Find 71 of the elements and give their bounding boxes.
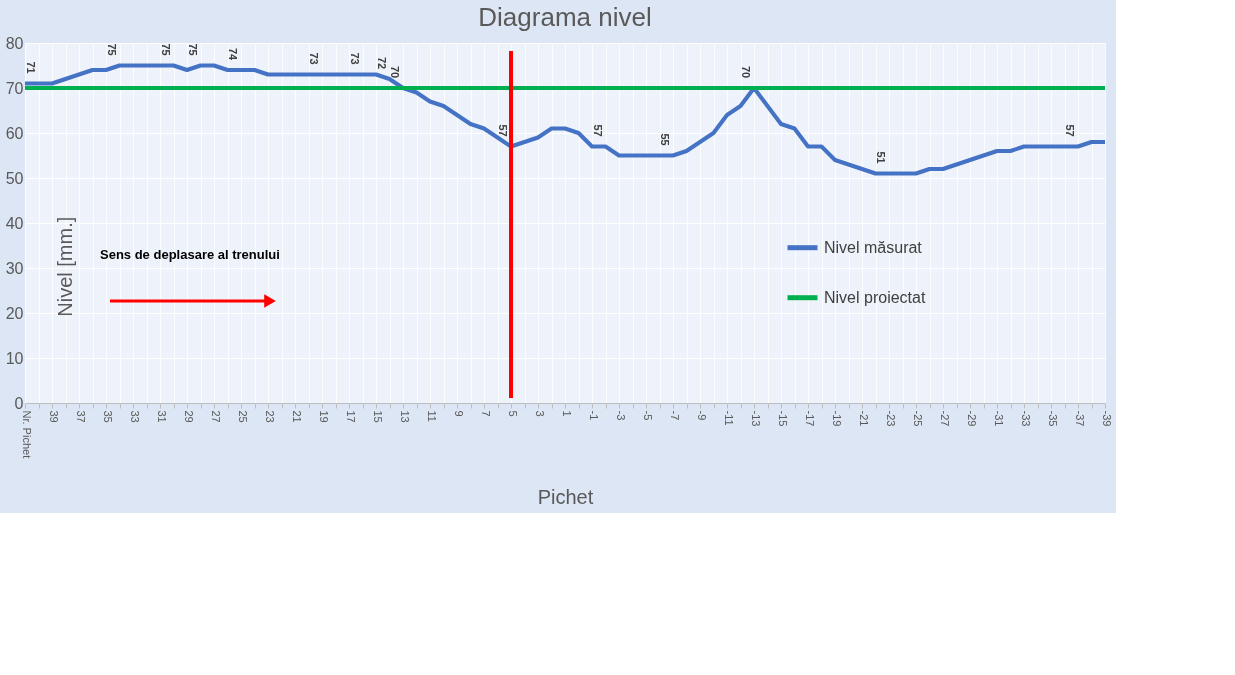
x-tick-label: -37: [1073, 410, 1086, 427]
x-tick-label: 23: [263, 410, 276, 423]
y-axis-title: Nivel [mm.]: [53, 216, 76, 317]
x-tick-label: 3: [533, 410, 546, 417]
x-tick-label: 1: [560, 410, 573, 417]
data-label: 75: [159, 43, 172, 56]
x-tick-label: -15: [776, 410, 789, 427]
data-label: 70: [740, 66, 752, 79]
data-label: 74: [227, 48, 239, 62]
data-label: 73: [348, 52, 361, 65]
x-tick-label: -25: [911, 410, 924, 427]
x-tick-label: -29: [965, 410, 978, 427]
data-label: 55: [659, 133, 671, 146]
y-tick-label: 80: [5, 34, 24, 52]
x-tick-label: -31: [992, 410, 1005, 427]
x-tick-label: -19: [830, 410, 843, 427]
x-tick-label: -5: [641, 410, 654, 421]
y-tick-label: 50: [5, 169, 24, 187]
x-tick-label: 21: [290, 410, 303, 423]
data-label: 73: [308, 52, 320, 65]
x-tick-label: -17: [803, 410, 816, 427]
x-tick-label: -1: [587, 410, 600, 421]
y-tick-label: 20: [5, 304, 24, 322]
x-tick-label: 35: [101, 410, 114, 423]
x-tick-label: 37: [74, 410, 87, 423]
x-tick-label: -9: [695, 410, 708, 421]
y-tick-label: 30: [5, 259, 24, 277]
x-tick-label: 31: [155, 410, 168, 423]
x-tick-label: -3: [614, 410, 627, 421]
annotation: Sens de deplasare al trenului: [100, 247, 280, 262]
data-label: 72: [375, 57, 388, 70]
data-label: 57: [497, 124, 509, 137]
x-tick-label: 25: [236, 410, 249, 423]
y-tick-label: 0: [14, 394, 24, 412]
x-tick-label: 13: [398, 410, 411, 423]
x-tick-label: 9: [452, 410, 465, 417]
x-tick-label: 33: [128, 410, 141, 423]
legend-label: Nivel proiectat: [824, 288, 926, 306]
x-tick-label: -27: [938, 410, 951, 427]
x-tick-label: -21: [857, 410, 870, 427]
legend-label: Nivel măsurat: [824, 238, 923, 256]
x-tick-label: -13: [749, 410, 762, 427]
x-tick-label: 5: [506, 410, 519, 417]
data-label: 51: [875, 151, 887, 164]
data-label: 75: [105, 43, 118, 56]
x-tick-label: -7: [668, 410, 681, 421]
data-label: 57: [591, 124, 604, 137]
x-tick-label: 19: [317, 410, 330, 423]
x-tick-label: 27: [209, 410, 222, 423]
data-label: 57: [1064, 124, 1076, 137]
x-tick-label: 7: [479, 410, 492, 417]
x-tick-label: 11: [425, 410, 438, 422]
y-tick-label: 40: [5, 214, 24, 232]
x-tick-label: Nr. Pichet: [20, 410, 33, 459]
x-tick-label: 29: [182, 410, 195, 423]
y-tick-label: 70: [5, 79, 24, 97]
data-label: 71: [24, 61, 37, 74]
x-tick-label: 15: [371, 410, 384, 423]
data-label: 70: [389, 66, 401, 79]
data-label: 75: [186, 43, 199, 56]
x-tick-label: -33: [1019, 410, 1032, 427]
x-tick-label: 39: [47, 410, 60, 423]
x-tick-label: -11: [722, 410, 735, 426]
x-axis-title: Pichet: [537, 486, 594, 509]
y-tick-label: 10: [5, 349, 24, 367]
chart-title: Diagrama nivel: [478, 2, 652, 32]
x-tick-label: 17: [344, 410, 357, 423]
y-tick-label: 60: [5, 124, 24, 142]
x-tick-label: -39: [1100, 410, 1113, 427]
x-tick-label: -35: [1046, 410, 1059, 427]
x-tick-label: -23: [884, 410, 897, 427]
